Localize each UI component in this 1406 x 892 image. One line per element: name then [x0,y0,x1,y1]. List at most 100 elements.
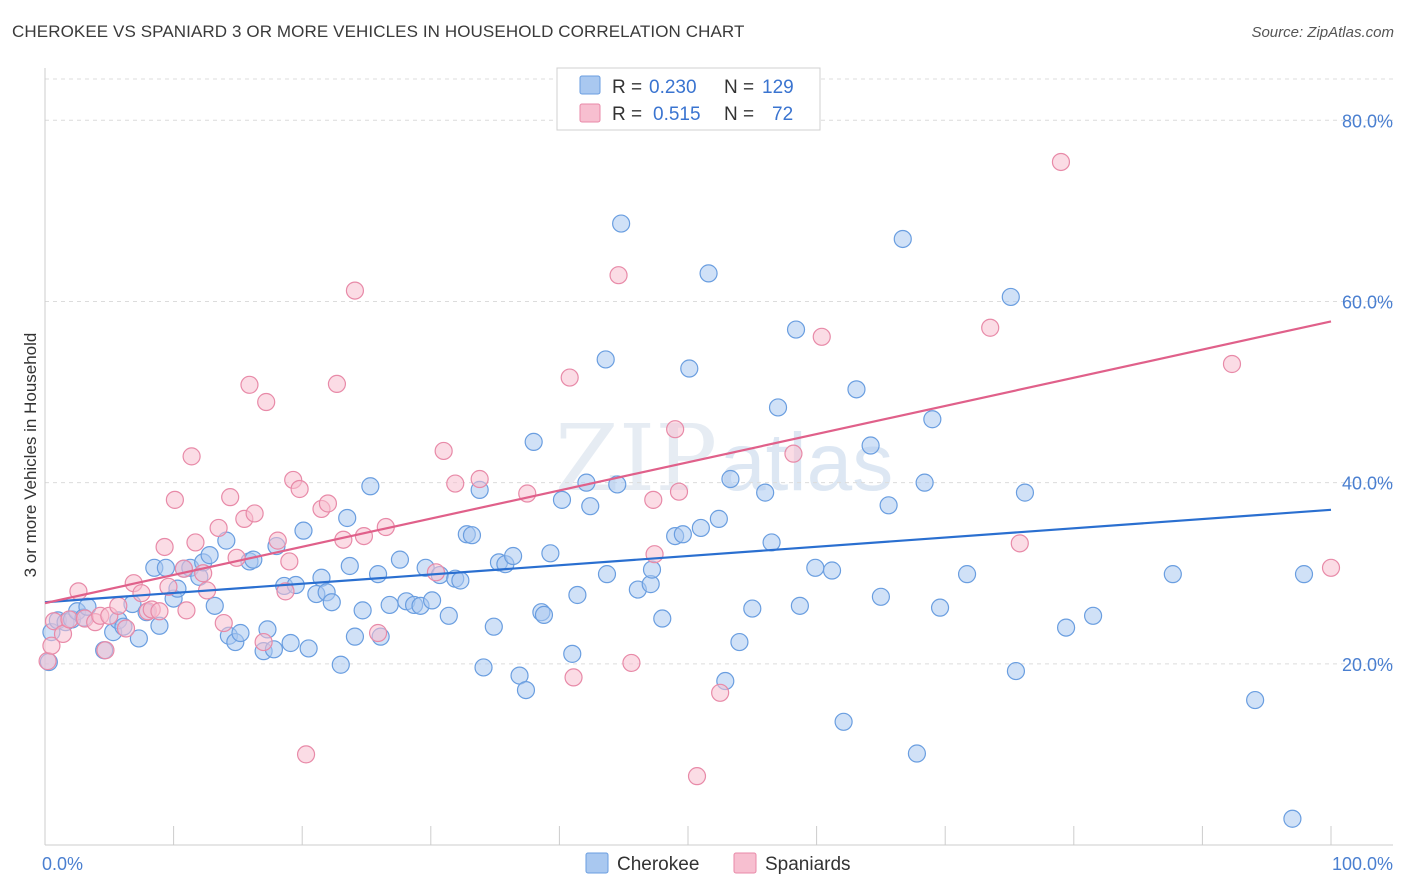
cherokee-point [907,744,927,763]
spaniards-point [182,447,201,466]
spaniards-point [426,563,446,582]
cherokee-point [608,475,627,494]
y-tick-label: 20.0% [1342,655,1393,675]
legend-frame [556,67,821,131]
cherokee-point [524,432,543,451]
spaniards-point [38,652,57,671]
cherokee-point [879,496,898,515]
cherokee-point [422,591,442,610]
bottom-legend-spaniards: Spaniards [765,854,851,875]
cherokee-point [568,585,587,605]
cherokee-point [200,546,219,565]
cherokee-point [721,469,740,489]
spaniards-point [609,266,628,285]
spaniards-point [1051,152,1071,172]
spaniards-point [109,596,128,615]
cherokee-point [893,229,912,249]
grid-lines [45,78,1393,665]
cherokee-point [205,596,224,615]
legend-n-value-1: 129 [762,77,794,98]
spaniards-point [150,602,169,621]
legend-swatch-spaniards [579,103,601,123]
cherokee-points [39,214,1314,828]
spaniards-point [268,531,287,550]
spaniards-point [434,441,453,461]
spaniards-point [214,613,233,633]
watermark-zip: ZIP [555,405,717,512]
cherokee-point [680,359,699,378]
spaniards-point [159,577,178,596]
cherokee-point [871,587,891,606]
cherokee-point [361,477,380,496]
legend-n-label-1: N = [724,77,754,98]
cherokee-point [231,623,250,643]
cherokee-point [709,509,728,528]
cherokee-point [653,609,672,628]
y-tick-labels: 20.0% 40.0% 60.0% 80.0% [1342,111,1393,675]
cherokee-point [331,655,350,674]
y-axis-title: 3 or more Vehicles in Household [21,333,40,578]
cherokee-point [673,525,692,544]
cherokee-point [439,606,458,625]
cherokee-point [768,398,788,417]
cherokee-point [1163,565,1182,584]
cherokee-point [1001,287,1020,307]
cherokee-trend-line [44,508,1332,604]
cherokee-point [1006,661,1026,681]
watermark-atlas: atlas [720,417,893,508]
cherokee-point [756,483,775,502]
cherokee-point [834,712,853,731]
legend-r-value-2: 0.515 [653,104,701,125]
cherokee-point [743,599,762,618]
cherokee-point [563,644,582,663]
cherokee-point [861,436,880,455]
cherokee-point [822,561,842,580]
cherokee-point [596,350,615,369]
x-tick-label-min: 0.0% [42,854,83,874]
cherokee-point [156,558,175,577]
cherokee-point [552,490,572,509]
cherokee-point [642,560,662,579]
spaniards-point [564,668,583,687]
legend-r-value-1: 0.230 [649,77,697,98]
cherokee-point [281,633,300,653]
x-tick-labels: 0.0% 100.0% [42,854,1393,874]
spaniards-point [116,619,136,638]
cherokee-point [484,617,503,636]
cherokee-point [541,544,560,563]
y-tick-label: 80.0% [1342,111,1393,131]
cherokee-point [1083,606,1103,625]
spaniards-point [622,653,641,673]
spaniards-point [981,318,1000,337]
y-tick-label: 60.0% [1342,292,1393,312]
spaniards-point [345,281,365,300]
cherokee-point [786,320,806,339]
spaniards-point [666,420,685,439]
spaniards-point [257,392,276,412]
spaniards-point [645,545,664,564]
cherokee-point [762,533,781,552]
bottom-legend: Cherokee Spaniards [585,852,851,875]
legend-swatch-cherokee [579,75,601,95]
spaniards-point [368,623,388,643]
cherokee-point [338,508,357,528]
cherokee-point [353,601,372,620]
legend-r-label-1: R = [612,77,642,98]
cherokee-point [451,571,470,590]
spaniards-point [60,610,79,629]
x-tick-label-max: 100.0% [1332,854,1393,874]
cherokee-point [612,214,631,233]
cherokee-point [806,558,825,577]
cherokee-point [1056,618,1076,637]
spaniards-point [812,327,831,346]
cherokee-point [915,473,934,492]
cherokee-point [322,593,341,612]
spaniards-trend-line [44,320,1332,605]
spaniards-point [354,526,374,546]
bottom-legend-swatch-cherokee [585,852,609,874]
cherokee-point [390,550,410,569]
spaniards-point [240,375,259,394]
cherokee-point [462,526,482,545]
cherokee-point [294,521,313,540]
